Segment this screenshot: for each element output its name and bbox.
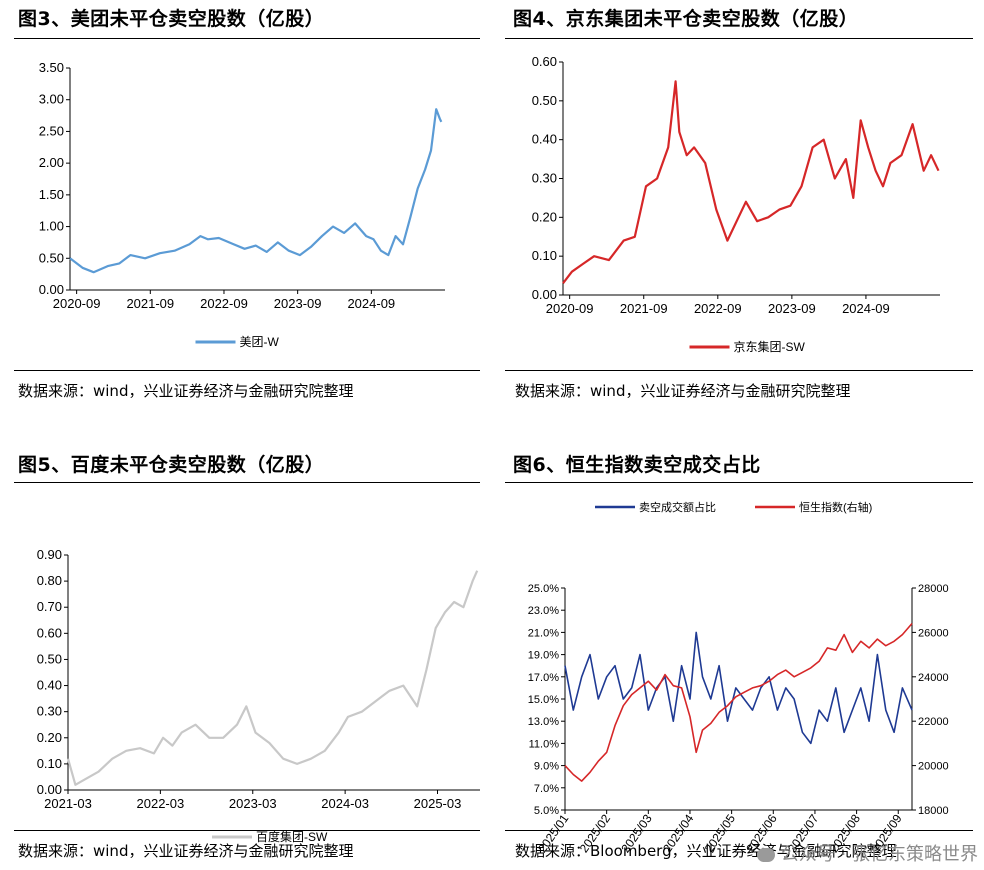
x-tick-label: 2022-09 <box>694 301 742 316</box>
y2-tick-label: 26000 <box>918 627 949 639</box>
x-tick-label: 2022-03 <box>137 796 185 811</box>
x-tick-label: 2021-09 <box>620 301 668 316</box>
legend-label: 卖空成交额占比 <box>639 500 716 514</box>
x-tick-label: 2024-09 <box>842 301 890 316</box>
y-tick-label: 21.0% <box>528 627 559 639</box>
series-line <box>562 80 940 284</box>
y-tick-label: 13.0% <box>528 716 559 728</box>
watermark: 公众号 · 张忆东策略世界 <box>756 840 978 866</box>
source-divider <box>14 370 480 371</box>
chart-title: 图6、恒生指数卖空成交占比 <box>513 454 761 476</box>
y2-tick-label: 24000 <box>918 672 949 684</box>
y-tick-label: 0.20 <box>532 209 557 224</box>
y-tick-label: 0.40 <box>37 678 62 693</box>
panel-baidu: 图5、百度未平仓卖空股数（亿股） 0.00 0.10 0.20 0.30 0.40 0.5… <box>0 440 480 870</box>
x-tick-label: 2024-03 <box>321 796 369 811</box>
wechat-icon <box>756 848 775 862</box>
panel-jd: 图4、京东集团未平仓卖空股数（亿股） 0.00 0.10 0.20 0.30 0.40 0… <box>495 0 984 420</box>
series-line <box>564 622 913 782</box>
y-tick-label: 1.50 <box>39 187 64 202</box>
chart-hsi: 5.0% 7.0% 9.0% 11.0% 13.0% 15.0% 17.0% 19.0% 21.… <box>528 500 949 855</box>
legend-label: 恒生指数(右轴) <box>799 500 872 514</box>
title-divider <box>505 482 973 483</box>
source-divider <box>505 370 973 371</box>
y-tick-label: 0.90 <box>37 547 62 562</box>
y-tick-label: 0.00 <box>39 282 64 297</box>
panel-hsi: 图6、恒生指数卖空成交占比 5.0% 7.0% 9.0% 11.0% 13.0% 15.0… <box>495 440 984 870</box>
y-tick-label: 1.00 <box>39 219 64 234</box>
source-text: 数据来源：wind，兴业证券经济与金融研究院整理 <box>18 382 354 400</box>
title-divider <box>505 38 973 39</box>
series-line <box>69 108 443 274</box>
y-tick-label: 2.50 <box>39 123 64 138</box>
chart-title: 图4、京东集团未平仓卖空股数（亿股） <box>513 8 859 30</box>
panel-meituan: 图3、美团未平仓卖空股数（亿股） 0.00 0.50 1.00 1.50 2.00 2.5… <box>0 0 480 420</box>
y2-tick-label: 28000 <box>918 583 949 595</box>
y-tick-label: 0.10 <box>37 756 62 771</box>
y-tick-label: 19.0% <box>528 650 559 662</box>
y-tick-label: 15.0% <box>528 694 559 706</box>
y-tick-label: 5.0% <box>534 805 559 817</box>
source-divider <box>505 830 973 831</box>
x-tick-label: 2021-03 <box>44 796 92 811</box>
watermark-text: 公众号 · 张忆东策略世界 <box>780 844 978 865</box>
chart-jd: 0.00 0.10 0.20 0.30 0.40 0.50 0.60 2020-09 2021-… <box>532 54 940 354</box>
source-divider <box>14 830 480 831</box>
x-tick-label: 2023-09 <box>274 296 322 311</box>
y-tick-label: 0.60 <box>37 625 62 640</box>
y-tick-label: 0.30 <box>37 704 62 719</box>
x-tick-label: 2022-09 <box>200 296 248 311</box>
y-tick-label: 0.00 <box>532 287 557 302</box>
y-tick-label: 0.10 <box>532 248 557 263</box>
y-tick-label: 17.0% <box>528 672 559 684</box>
y-tick-label: 0.50 <box>39 250 64 265</box>
x-tick-label: 2021-09 <box>126 296 174 311</box>
x-tick-label: 2023-03 <box>229 796 277 811</box>
legend-label: 京东集团-SW <box>734 339 806 354</box>
legend-label: 百度集团-SW <box>256 829 328 844</box>
y-tick-label: 25.0% <box>528 583 559 595</box>
y-tick-label: 2.00 <box>39 155 64 170</box>
y-tick-label: 0.80 <box>37 573 62 588</box>
x-tick-label: 2025-03 <box>414 796 462 811</box>
y-tick-label: 0.30 <box>532 171 557 186</box>
y-tick-label: 0.60 <box>532 54 557 69</box>
legend-label: 美团-W <box>240 335 280 349</box>
x-tick-label: 2024-09 <box>347 296 395 311</box>
y2-tick-label: 20000 <box>918 761 949 773</box>
x-tick-label: 2020-09 <box>546 301 594 316</box>
y2-tick-label: 18000 <box>918 805 949 817</box>
x-tick-label: 2020-09 <box>53 296 101 311</box>
series-line <box>564 631 913 745</box>
y-tick-label: 0.00 <box>37 782 62 797</box>
y-tick-label: 0.50 <box>532 93 557 108</box>
x-tick-label: 2023-09 <box>768 301 816 316</box>
y-tick-label: 7.0% <box>534 783 559 795</box>
y-tick-label: 9.0% <box>534 761 559 773</box>
y-tick-label: 3.50 <box>39 60 64 75</box>
chart-meituan: 0.00 0.50 1.00 1.50 2.00 2.50 3.00 3.50 2020-09 2… <box>39 60 445 349</box>
y-tick-label: 3.00 <box>39 92 64 107</box>
y-tick-label: 0.70 <box>37 599 62 614</box>
y-tick-label: 23.0% <box>528 605 559 617</box>
chart-title: 图3、美团未平仓卖空股数（亿股） <box>18 8 325 30</box>
y-tick-label: 0.40 <box>532 132 557 147</box>
source-text: 数据来源：Bloomberg，兴业证券经济与金融研究院整理 <box>515 842 897 860</box>
y-tick-label: 11.0% <box>529 738 560 750</box>
y-tick-label: 0.20 <box>37 730 62 745</box>
title-divider <box>14 38 480 39</box>
source-text: 数据来源：wind，兴业证券经济与金融研究院整理 <box>515 382 851 400</box>
series-line <box>66 570 479 786</box>
chart-title: 图5、百度未平仓卖空股数（亿股） <box>18 454 325 476</box>
y2-tick-label: 22000 <box>918 716 949 728</box>
source-text: 数据来源：wind，兴业证券经济与金融研究院整理 <box>18 842 354 860</box>
title-divider <box>14 482 480 483</box>
chart-baidu: 0.00 0.10 0.20 0.30 0.40 0.50 0.60 0.70 0.80 0.90… <box>37 547 480 844</box>
y-tick-label: 0.50 <box>37 651 62 666</box>
